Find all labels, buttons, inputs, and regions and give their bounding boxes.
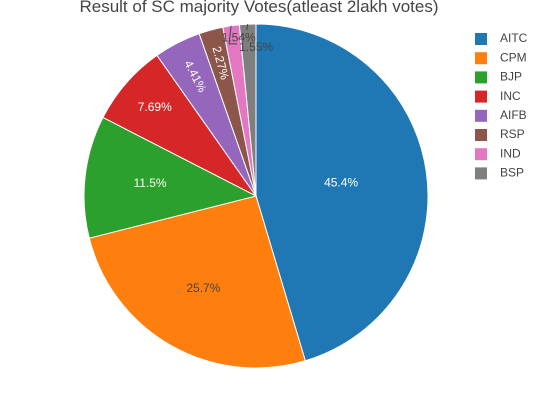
slice-cpm[interactable] [88,195,306,369]
slice-bjp[interactable] [83,116,258,239]
legend: AITC CPM BJP INC AIFB RSP IND BSP [475,31,528,180]
slice-label-aitc: 45.4% [324,176,358,190]
chart-title: Result of SC majority Votes(atleast 2lak… [79,0,438,16]
legend-swatch-aifb [475,109,487,122]
legend-swatch-rsp [475,129,487,141]
legend-item-bsp[interactable]: BSP [475,166,524,180]
slice-label-cpm: 25.7% [186,281,220,295]
legend-label-inc: INC [500,89,521,103]
legend-item-rsp[interactable]: RSP [475,127,525,141]
slice-label-bjp: 11.5% [133,176,166,190]
legend-swatch-aitc [475,33,487,45]
legend-label-aifb: AIFB [500,108,527,122]
slice-label-bsp: 1.54% [222,30,256,44]
legend-label-bsp: BSP [500,166,524,180]
legend-swatch-inc [475,90,487,103]
legend-label-bjp: BJP [500,70,522,84]
leader-line-ind [228,25,238,45]
slice-aitc[interactable] [255,23,429,362]
legend-swatch-bjp [475,71,487,84]
leader-line-bsp [246,24,249,31]
legend-item-cpm[interactable]: CPM [475,50,527,64]
legend-swatch-ind [475,148,487,161]
legend-label-cpm: CPM [500,50,527,64]
legend-label-ind: IND [500,146,521,160]
legend-item-bjp[interactable]: BJP [475,70,522,84]
legend-item-ind[interactable]: IND [475,146,521,160]
legend-swatch-cpm [475,52,487,65]
legend-item-inc[interactable]: INC [475,89,521,103]
legend-label-rsp: RSP [500,127,525,141]
slice-label-inc: 7.69% [138,100,172,114]
pie-slices [83,23,429,369]
legend-item-aifb[interactable]: AIFB [475,108,527,122]
slice-label-ind: 1.55% [239,40,273,54]
legend-item-aitc[interactable]: AITC [475,31,528,45]
slice-labels: 45.4%25.7%11.5%7.69%4.41% 2.27% 1.55%1.54% [133,24,358,295]
legend-swatch-bsp [475,167,487,180]
legend-label-aitc: AITC [500,31,528,45]
